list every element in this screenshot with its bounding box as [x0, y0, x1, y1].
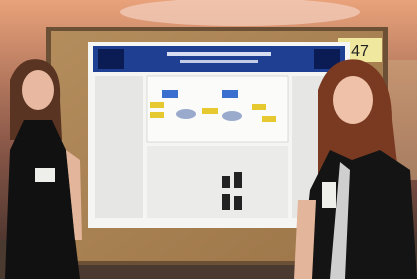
poster-title-text	[167, 52, 271, 56]
poster-author-text	[180, 60, 258, 63]
board-number: 47	[351, 43, 369, 60]
poster-header	[93, 46, 345, 72]
page: 47	[0, 0, 417, 279]
poster-logo-left	[98, 49, 124, 69]
photo: 47	[0, 0, 417, 279]
